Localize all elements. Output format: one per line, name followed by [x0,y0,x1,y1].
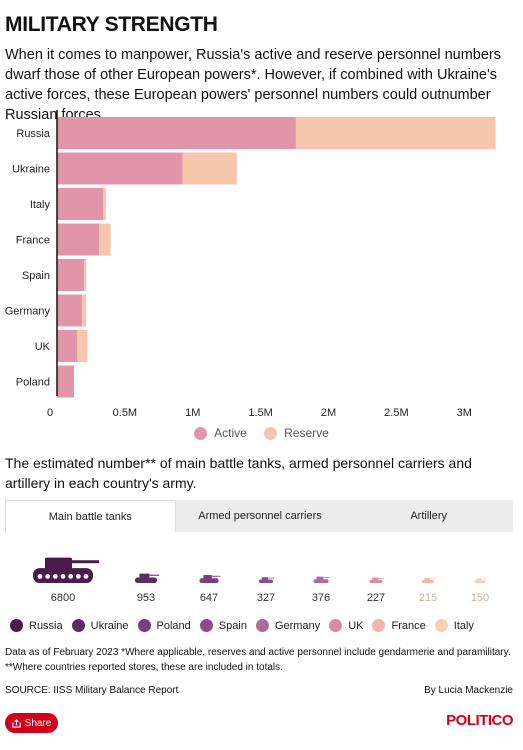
tank-icon-italy [474,578,487,583]
legend-label-poland: Poland [156,619,191,632]
bar-reserve-russia [295,117,496,149]
tab-artillery[interactable]: Artillery [410,510,448,522]
legend-label-spain: Spain [218,619,247,632]
legend-swatch-italy [434,619,448,632]
tank-count-poland: 647 [200,592,218,604]
legend-label-uk: UK [348,619,364,632]
legend-swatch-reserve [264,426,278,440]
chart-subtitle: When it comes to manpower, Russia's acti… [5,47,502,123]
legend-swatch-russia [10,619,23,632]
bar-reserve-uk [77,330,88,362]
legend-item-ukraine: Ukraine [71,619,129,632]
category-label-ukraine: Ukraine [12,164,50,176]
bar-reserve-italy [103,188,106,220]
legend-swatch-ukraine [71,619,85,632]
bar-active-uk [57,330,78,362]
legend-label-active: Active [214,426,247,440]
legend-label-france: France [391,619,426,632]
tab-main-battle-tanks[interactable]: Main battle tanks [5,500,176,532]
personnel-legend: Active Reserve [0,426,523,443]
category-label-france: France [16,235,50,247]
data-note: Data as of February 2023 *Where applicab… [5,647,511,673]
category-label-spain: Spain [22,270,50,282]
bar-active-germany [57,294,83,327]
tank-count-france: 215 [419,592,437,604]
bar-reserve-germany [82,294,87,327]
legend-item-spain: Spain [199,619,247,632]
legend-label-germany: Germany [274,619,321,632]
legend-label-ukraine: Ukraine [90,619,129,632]
legend-item-active: Active [194,426,247,440]
legend-item-france: France [372,619,426,632]
tank-icon-uk [369,577,384,583]
legend-swatch-uk [329,619,343,632]
bar-active-italy [57,188,104,220]
tank-icon-spain [259,577,275,583]
source-text: SOURCE: IISS Military Balance Report [5,685,179,696]
tank-count-russia: 6800 [51,592,75,604]
x-tick-label: 0.5M [113,407,137,419]
legend-item-uk: UK [329,619,363,632]
personnel-bar-chart: Russia Ukraine Italy France Spain Germany UK Po… [5,110,496,419]
legend-swatch-spain [199,619,213,632]
chart-title: MILITARY STRENGTH [5,13,218,36]
tank-count-spain: 327 [257,592,275,604]
legend-label-russia: Russia [29,619,63,632]
x-tick-label: 2.5M [384,407,408,419]
legend-swatch-poland [137,619,151,632]
legend-label-reserve: Reserve [284,426,329,440]
legend-item-italy: Italy [434,619,474,632]
bar-active-russia [57,117,296,149]
byline: By Lucia Mackenzie [424,685,513,696]
tank-count-italy: 150 [471,592,489,604]
tab-armed-personnel-carriers[interactable]: Armed personnel carriers [198,510,322,522]
legend-swatch-france [372,619,386,632]
category-label-russia: Russia [16,128,51,140]
category-label-italy: Italy [30,199,51,211]
bar-reserve-spain [84,259,87,291]
x-tick-label: 1.5M [248,407,272,419]
tank-count-germany: 376 [312,592,330,604]
tank-icon-france [422,577,436,583]
category-label-germany: Germany [5,306,51,318]
legend-item-russia: Russia [10,619,63,632]
tank-icon-ukraine [135,573,160,583]
legend-label-italy: Italy [453,619,474,632]
tank-icon-poland [199,574,221,583]
politico-logo: POLITICO [446,712,513,729]
tank-count-ukraine: 953 [137,592,155,604]
tank-icon-germany [313,576,330,583]
equipment-subtitle: The estimated number** of main battle ta… [5,455,472,491]
equipment-tabs: Main battle tanks Armed personnel carrie… [5,500,513,532]
share-button[interactable]: Share [5,713,58,733]
country-legend: Russia Ukraine Poland Spain Germany UK France I… [10,619,483,632]
tank-icon-russia [33,557,99,583]
bar-active-france [57,223,100,256]
bar-active-spain [57,259,85,291]
tank-count-uk: 227 [367,592,385,604]
bar-active-poland [57,365,74,398]
x-tick-label: 1M [185,407,200,419]
x-tick-label: 3M [457,407,472,419]
bar-reserve-ukraine [182,152,237,185]
category-label-poland: Poland [16,377,50,389]
x-tick-label: 0 [47,407,53,419]
category-label-uk: UK [35,341,51,353]
bar-reserve-france [99,223,111,256]
share-icon [11,718,21,728]
x-tick-label: 2M [321,407,336,419]
legend-item-reserve: Reserve [264,426,329,440]
share-label: Share [24,717,52,729]
tanks-pictogram: 6800 953 647 327 376 227 215 150 [33,557,489,604]
legend-item-germany: Germany [255,619,321,632]
bar-active-ukraine [57,152,183,185]
legend-item-poland: Poland [137,619,191,632]
legend-swatch-germany [255,619,269,632]
legend-swatch-active [194,426,208,440]
